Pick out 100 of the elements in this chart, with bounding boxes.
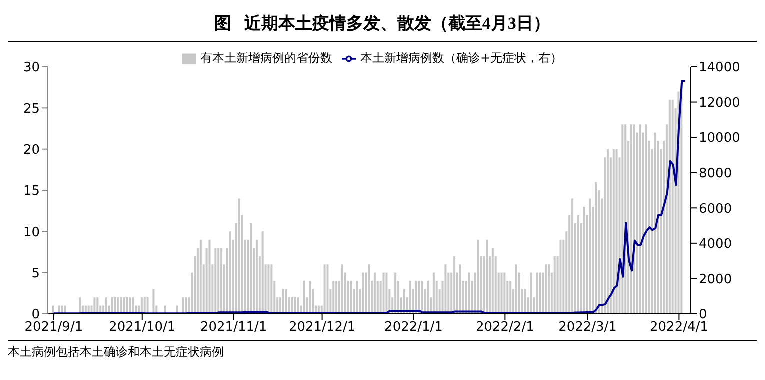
- bar: [294, 298, 296, 314]
- y2-tick-label: 8000: [699, 166, 732, 182]
- bar: [536, 272, 538, 314]
- x-tick-label: 2022/3/1: [558, 320, 617, 336]
- text: 本土病例包括本土确诊和本土无症状病例: [8, 344, 225, 361]
- y-tick-label: 15: [23, 184, 40, 200]
- bar: [324, 264, 326, 314]
- x-tick-label: 2021/12/1: [288, 320, 356, 336]
- bar: [185, 298, 188, 314]
- bar: [309, 281, 312, 314]
- bar: [589, 198, 592, 314]
- y2-tick-label: 12000: [699, 96, 740, 111]
- bar: [415, 281, 418, 314]
- bar: [336, 281, 338, 314]
- bar: [668, 100, 671, 314]
- chart-title: 图 近期本土疫情多发、散发（截至4月3日）: [8, 8, 757, 42]
- bar: [444, 264, 447, 314]
- bar: [208, 240, 211, 314]
- bar: [282, 289, 284, 314]
- y2-tick-label: 10000: [699, 131, 740, 146]
- bar: [356, 281, 358, 314]
- bar: [303, 281, 306, 314]
- bar: [270, 264, 273, 314]
- bar: [427, 281, 430, 314]
- y2-tick-label: 0: [699, 308, 708, 323]
- bar: [362, 272, 364, 314]
- bar: [386, 272, 388, 314]
- bar: [120, 298, 122, 314]
- bar: [229, 232, 232, 314]
- bar: [516, 264, 518, 314]
- bar: [123, 298, 126, 314]
- bar: [572, 198, 574, 314]
- bar: [633, 124, 636, 314]
- bar: [477, 240, 480, 314]
- bar: [146, 298, 149, 314]
- bar: [630, 124, 633, 314]
- bar: [262, 232, 264, 314]
- y-tick-label: 20: [23, 142, 40, 158]
- y-tick-label: 30: [23, 60, 40, 76]
- bar: [612, 149, 615, 314]
- bar: [132, 298, 134, 314]
- bar: [504, 272, 506, 314]
- bar: [468, 272, 470, 314]
- bar: [238, 198, 240, 314]
- line-series: [52, 80, 686, 314]
- bar: [214, 248, 217, 314]
- bar: [545, 264, 547, 314]
- x-tick-label: 2022/2/1: [476, 320, 534, 336]
- bar: [672, 100, 674, 314]
- y2-tick-label: 14000: [699, 60, 740, 76]
- bar: [459, 264, 462, 314]
- bar: [530, 272, 532, 314]
- x-tick-label: 2022/1/1: [384, 320, 443, 336]
- bar: [606, 149, 609, 314]
- legend-label: 本土新增病例数（确诊+无症状，右）: [360, 51, 563, 65]
- bar: [78, 298, 81, 314]
- x-tick-label: 2021/9/1: [24, 320, 84, 336]
- bar: [218, 248, 220, 314]
- bar: [510, 281, 512, 314]
- bar: [350, 281, 352, 314]
- bar: [220, 248, 223, 314]
- y2-tick-label: 2000: [699, 272, 732, 288]
- y-tick-label: 0: [32, 308, 40, 323]
- bar: [326, 264, 329, 314]
- bar: [394, 272, 397, 314]
- bar: [374, 272, 376, 314]
- y-tick-label: 5: [32, 266, 40, 282]
- y-tick-label: 25: [23, 102, 40, 117]
- bar: [382, 272, 385, 314]
- bar: [560, 240, 562, 314]
- bar: [268, 264, 270, 314]
- bar: [500, 272, 503, 314]
- bar: [432, 272, 435, 314]
- bar: [524, 289, 526, 314]
- bar: [548, 264, 550, 314]
- bar: [117, 298, 120, 314]
- bar: [577, 215, 580, 314]
- bar: [454, 256, 456, 314]
- bar: [583, 206, 586, 314]
- x-tick-label: 2022/4/1: [650, 320, 708, 336]
- bar: [645, 124, 648, 314]
- bar: [539, 272, 542, 314]
- bar: [332, 281, 335, 314]
- bar: [595, 182, 598, 314]
- bar: [200, 240, 202, 314]
- y2-tick-label: 6000: [699, 202, 732, 217]
- bar: [152, 289, 155, 314]
- y2-tick-label: 4000: [699, 237, 732, 252]
- bar: [256, 240, 258, 314]
- bar: [616, 149, 618, 314]
- bar: [368, 264, 370, 314]
- bar: [297, 298, 300, 314]
- bar: [250, 223, 252, 314]
- bar: [421, 281, 424, 314]
- x-tick-label: 2021/10/1: [109, 320, 176, 336]
- y-tick-label: 10: [23, 225, 40, 240]
- bar: [409, 281, 412, 314]
- bar: [554, 256, 556, 314]
- bar: [622, 124, 624, 314]
- bar: [285, 289, 288, 314]
